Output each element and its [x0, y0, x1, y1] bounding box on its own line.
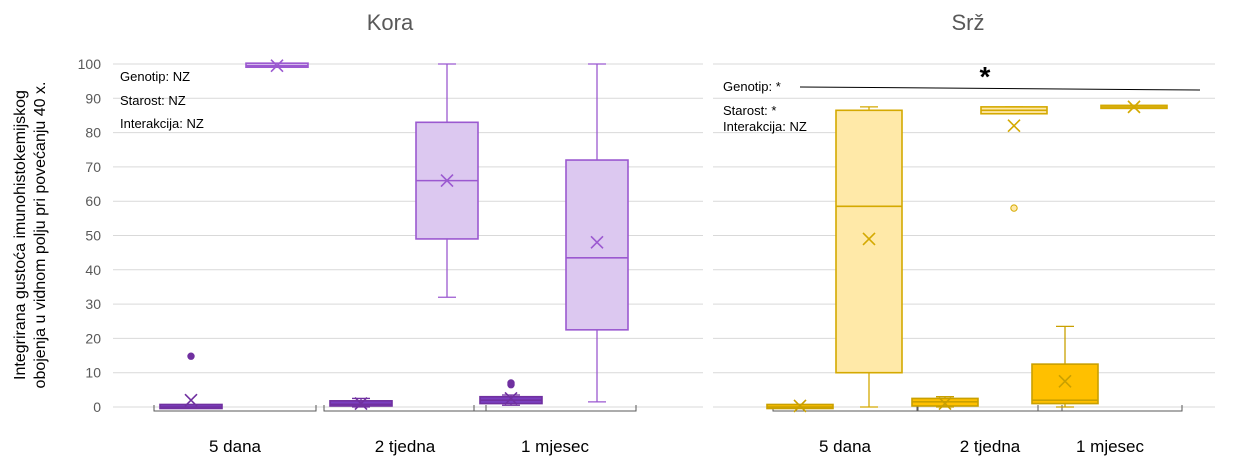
mean-marker	[1007, 119, 1021, 133]
box-plot-item	[980, 106, 1048, 212]
box-iqr	[565, 159, 629, 331]
y-axis-label: Integrirana gustoća imunohistokemijskog o…	[12, 82, 49, 389]
box-iqr	[1031, 363, 1099, 405]
mean-marker	[590, 235, 604, 249]
outlier-point	[187, 352, 195, 360]
stat-annotation: Starost: NZ	[120, 93, 186, 108]
mean-marker	[793, 399, 807, 413]
x-tick-label: 1 mjesec	[1076, 437, 1145, 456]
box-plot-item	[1100, 100, 1168, 114]
y-tick-label: 10	[85, 365, 101, 381]
mean-marker	[440, 174, 454, 188]
box-iqr	[835, 109, 903, 374]
y-tick-label: 80	[85, 125, 101, 141]
significance-line	[799, 86, 1201, 91]
box-plot-item	[766, 399, 834, 413]
stat-annotation: Interakcija: NZ	[120, 116, 204, 131]
significance-marker: *	[980, 61, 991, 92]
box-plot-item	[159, 352, 223, 410]
panel-title: Srž	[952, 10, 985, 35]
mean-marker	[354, 397, 368, 411]
y-tick-label: 60	[85, 193, 101, 209]
stat-annotation: Genotip: *	[723, 79, 781, 94]
panel-kora: Kora 0 10 20 30 40 50 60 70 80 90 100 5 dana 2 tjedna…	[78, 10, 703, 456]
y-tick-label: 50	[85, 228, 101, 244]
y-tick-label: 100	[78, 56, 102, 72]
outlier-point	[507, 379, 515, 387]
x-tick-label: 2 tjedna	[960, 437, 1021, 456]
box-plot-item	[329, 397, 393, 411]
y-tick-label: 30	[85, 296, 101, 312]
group-bracket	[323, 405, 487, 412]
mean-marker	[1058, 374, 1072, 388]
outlier-point	[1010, 204, 1018, 212]
y-tick-label: 90	[85, 90, 101, 106]
mean-marker	[270, 59, 284, 73]
x-tick-label: 2 tjedna	[375, 437, 436, 456]
mean-marker	[938, 397, 952, 411]
stat-annotation: Interakcija: NZ	[723, 119, 807, 134]
panel-srz: Srž 5 dana 2 tjedna 1 mjesec Genotip: * Staro…	[713, 10, 1215, 456]
mean-marker	[184, 393, 198, 407]
box-plot-item	[245, 59, 309, 73]
group-bracket	[917, 405, 1063, 412]
group-bracket	[1037, 405, 1183, 412]
stat-annotation: Genotip: NZ	[120, 69, 190, 84]
mean-marker	[1127, 100, 1141, 114]
y-tick-label: 70	[85, 159, 101, 175]
box-plot-item	[479, 379, 543, 406]
y-tick-label: 20	[85, 330, 101, 346]
box-plot-item	[415, 63, 479, 298]
x-tick-label: 5 dana	[819, 437, 872, 456]
mean-marker	[862, 232, 876, 246]
y-axis-label-line: Integrirana gustoća imunohistokemijskog	[12, 90, 29, 380]
panel-title: Kora	[367, 10, 414, 35]
mean-marker	[504, 391, 518, 405]
box-plot-item	[565, 63, 629, 403]
group-bracket	[473, 405, 637, 412]
box-plot-item	[911, 396, 979, 411]
x-tick-label: 5 dana	[209, 437, 262, 456]
stat-annotation: Starost: *	[723, 103, 776, 118]
box-plot-item	[835, 106, 903, 408]
group-bracket	[153, 405, 317, 412]
x-tick-label: 1 mjesec	[521, 437, 590, 456]
y-tick-label: 40	[85, 262, 101, 278]
y-axis-label-line: obojenja u vidnom polju pri povećanju 40…	[32, 82, 49, 389]
box-plot-item	[1031, 325, 1099, 408]
y-tick-label: 0	[93, 399, 101, 415]
